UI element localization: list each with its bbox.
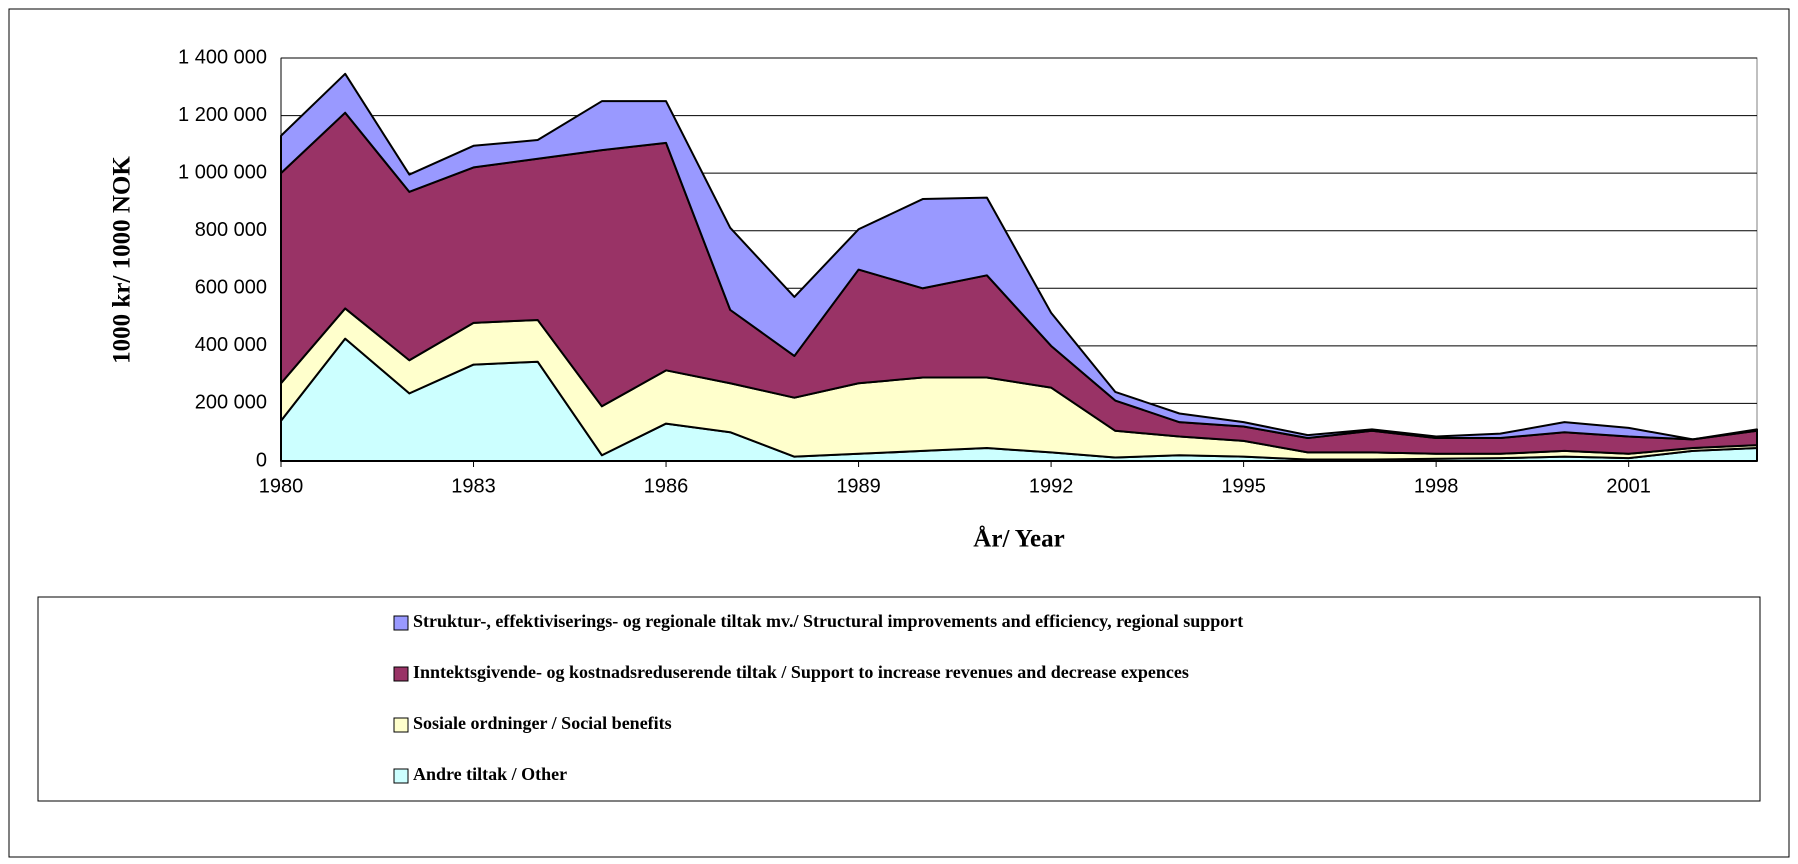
x-tick-label: 2001 [1606, 475, 1651, 497]
legend-label: Andre tiltak / Other [413, 764, 567, 784]
y-tick-label: 600 000 [195, 277, 267, 299]
area [280, 72, 1758, 441]
x-tick-label: 1995 [1221, 475, 1266, 497]
y-tick-label: 1 000 000 [178, 161, 267, 183]
legend-label: Struktur-, effektiviserings- og regional… [413, 611, 1243, 631]
x-tick-label: 1998 [1414, 475, 1459, 497]
y-tick-label: 1 400 000 [178, 46, 267, 68]
x-tick-label: 1992 [1029, 475, 1074, 497]
legend-label: Inntektsgivende- og kostnadsreduserende … [413, 662, 1189, 682]
x-axis-title: År/ Year [973, 525, 1064, 553]
y-tick-label: 200 000 [195, 392, 267, 414]
x-tick-label: 1989 [836, 475, 881, 497]
y-tick-label: 800 000 [195, 219, 267, 241]
x-tick-label: 1983 [451, 475, 496, 497]
y-tick-label: 0 [256, 449, 267, 471]
y-axis-title: 1000 kr/ 1000 NOK [109, 156, 136, 364]
legend-swatch [393, 666, 409, 682]
y-tick-label: 1 200 000 [178, 104, 267, 126]
x-tick-label: 1980 [259, 475, 304, 497]
legend-label: Sosiale ordninger / Social benefits [413, 713, 672, 733]
legend-swatch [393, 768, 409, 784]
y-tick-label: 400 000 [195, 334, 267, 356]
legend-swatch [393, 717, 409, 733]
x-tick-label: 1986 [644, 475, 689, 497]
legend [37, 596, 1761, 802]
legend-swatch [393, 615, 409, 631]
